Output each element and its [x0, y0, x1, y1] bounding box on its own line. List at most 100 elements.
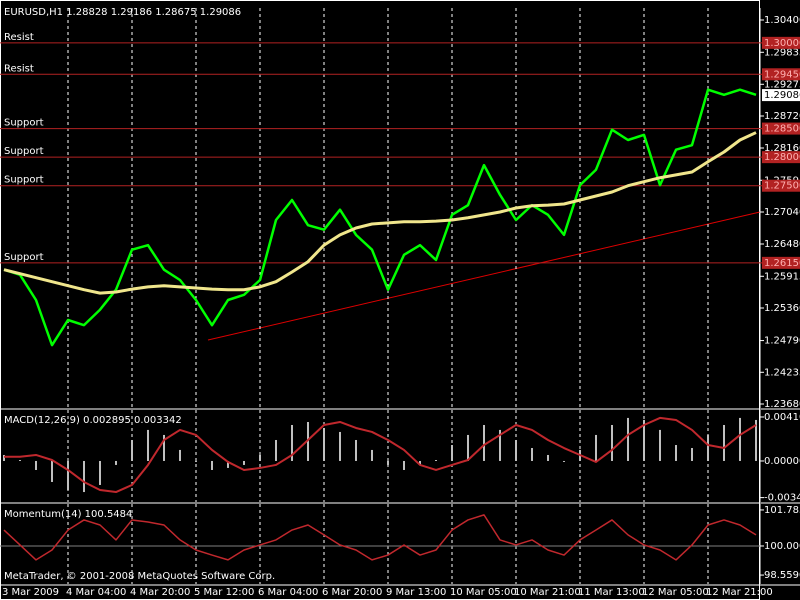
histogram-bar [243, 460, 245, 465]
y-tick-label: -0.003420 [764, 493, 800, 504]
y-tick-label: 0.000000 [764, 456, 800, 467]
level-label: Support [4, 252, 44, 263]
histogram-bar [467, 434, 469, 461]
last-price-box [762, 89, 800, 102]
histogram-bar [611, 424, 613, 461]
histogram-bar [275, 439, 277, 461]
histogram-bar [195, 460, 197, 462]
x-tick-label: 6 Mar 20:00 [322, 587, 382, 598]
histogram-bar [595, 434, 597, 461]
histogram-bar [627, 417, 629, 461]
histogram-bar [707, 434, 709, 461]
x-tick-label: 11 Mar 13:00 [578, 587, 645, 598]
y-tick-label: 1.30400 [764, 15, 800, 26]
histogram-bar [563, 460, 565, 462]
level-box [762, 122, 800, 135]
series-line [4, 416, 757, 494]
level-value: 1.27500 [764, 181, 800, 192]
histogram-bar [403, 460, 405, 470]
histogram-bar [531, 448, 533, 461]
series-line [3, 514, 757, 561]
histogram-bar [675, 445, 677, 461]
histogram-bar [451, 445, 453, 461]
histogram-bar [291, 424, 293, 461]
histogram-bar [739, 417, 741, 461]
histogram-bar [323, 427, 325, 461]
histogram-bar [419, 460, 421, 465]
histogram-bar [67, 460, 69, 491]
y-tick-label: 1.29835 [764, 47, 800, 58]
histogram-bar [499, 429, 501, 461]
histogram-bar [659, 429, 661, 461]
histogram-bar [339, 431, 341, 461]
y-tick-label: 1.23680 [764, 399, 800, 410]
histogram-bar [83, 460, 85, 493]
level-value: 1.30000 [764, 38, 800, 49]
histogram-bar [691, 448, 693, 461]
level-value: 1.29450 [764, 69, 800, 80]
series-line [3, 131, 757, 295]
histogram-bar [115, 460, 117, 465]
y-tick-label: 101.785 [764, 505, 800, 516]
x-tick-label: 9 Mar 13:00 [386, 587, 446, 598]
x-tick-label: 12 Mar 05:00 [642, 587, 709, 598]
histogram-bar [19, 460, 21, 461]
x-tick-label: 6 Mar 04:00 [258, 587, 318, 598]
histogram-bar [307, 421, 309, 461]
footer: MetaTrader, © 2001-2008 MetaQuotes Softw… [4, 571, 275, 582]
y-tick-label: 0.004108 [764, 412, 800, 423]
level-label: Support [4, 146, 44, 157]
last-price: 1.29086 [764, 90, 800, 101]
level-value: 1.28000 [764, 152, 800, 163]
y-tick-label: 1.26480 [764, 239, 800, 250]
histogram-bar [483, 424, 485, 461]
y-tick-label: 1.28160 [764, 143, 800, 154]
histogram-bar [179, 449, 181, 461]
histogram-bar [211, 460, 213, 470]
y-tick-label: 1.25360 [764, 303, 800, 314]
x-tick-label: 10 Mar 05:00 [450, 587, 517, 598]
histogram-bar [355, 439, 357, 461]
histogram-bar [371, 449, 373, 461]
level-label: Resist [4, 32, 34, 43]
x-tick-label: 4 Mar 04:00 [66, 587, 126, 598]
y-tick-label: 1.29275 [764, 79, 800, 90]
histogram-bar [755, 419, 757, 461]
series-line [3, 88, 757, 347]
histogram-bar [51, 460, 53, 482]
y-tick-label: 1.28720 [764, 111, 800, 122]
level-value: 1.28500 [764, 124, 800, 135]
histogram-bar [35, 460, 37, 470]
y-tick-label: 1.25915 [764, 271, 800, 282]
histogram-bar [643, 419, 645, 461]
x-tick-label: 5 Mar 12:00 [194, 587, 254, 598]
level-box [762, 256, 800, 269]
x-tick-label: 4 Mar 20:00 [130, 587, 190, 598]
x-tick-label: 12 Mar 21:00 [706, 587, 773, 598]
histogram-bar [131, 439, 133, 461]
pane-title: Momentum(14) 100.5484 [4, 509, 132, 520]
x-tick-label: 10 Mar 21:00 [514, 587, 581, 598]
level-box [762, 179, 800, 192]
level-label: Support [4, 118, 44, 129]
histogram-bar [163, 434, 165, 461]
level-box [762, 68, 800, 81]
level-value: 1.26150 [764, 258, 800, 269]
histogram-bar [227, 460, 229, 468]
pane-title: EURUSD,H1 1.28828 1.29186 1.28675 1.2908… [4, 7, 241, 18]
y-tick-label: 100.0000 [764, 541, 800, 552]
histogram-bar [515, 439, 517, 461]
trend-line [207, 211, 761, 341]
histogram-bar [259, 454, 261, 461]
level-label: Resist [4, 63, 34, 74]
histogram-bar [3, 454, 5, 461]
histogram-bar [387, 460, 389, 465]
y-tick-label: 1.24235 [764, 367, 800, 378]
histogram-bar [723, 424, 725, 461]
level-label: Support [4, 175, 44, 186]
pane-title: MACD(12,26,9) 0.002895 0.003342 [4, 415, 182, 426]
level-box [762, 36, 800, 49]
histogram-bar [547, 454, 549, 461]
histogram-bar [435, 460, 437, 461]
